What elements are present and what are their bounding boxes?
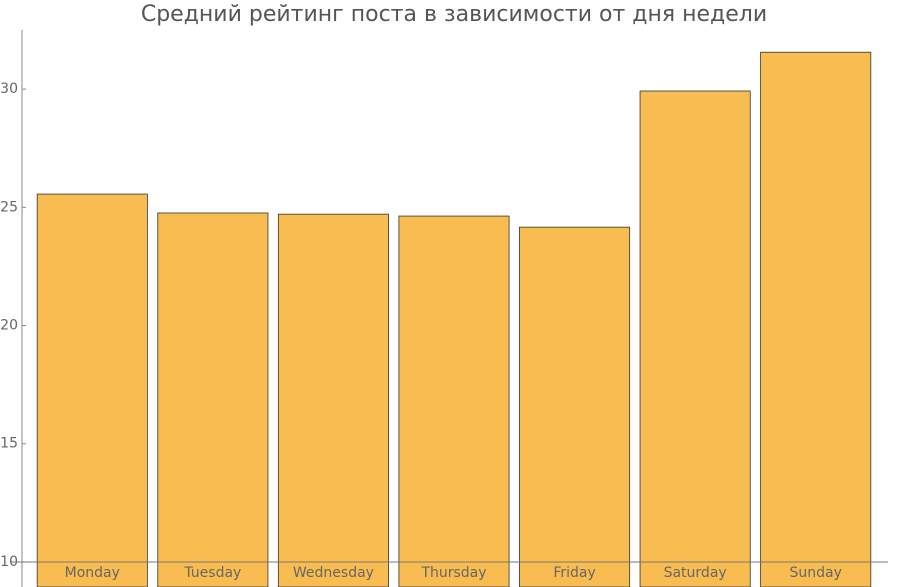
bar (36, 193, 148, 587)
y-tick-label: 20 (0, 318, 18, 334)
x-tick-label: Friday (553, 565, 595, 581)
x-tick-label: Wednesday (293, 565, 374, 581)
bar (277, 213, 389, 587)
y-tick-label: 10 (0, 554, 18, 570)
x-tick-label: Tuesday (183, 565, 241, 581)
bar (398, 215, 510, 587)
y-tick-label: 30 (0, 81, 18, 97)
bar (639, 90, 751, 587)
bar (760, 51, 872, 587)
y-tick-label: 25 (0, 199, 18, 215)
y-tick-label: 15 (0, 436, 18, 452)
bar (519, 226, 631, 587)
x-tick-label: Monday (65, 565, 120, 581)
x-tick-label: Thursday (420, 565, 486, 581)
chart-title: Средний рейтинг поста в зависимости от д… (141, 2, 767, 27)
x-tick-label: Saturday (664, 565, 727, 581)
x-tick-label: Sunday (790, 565, 842, 581)
bar (157, 212, 269, 587)
